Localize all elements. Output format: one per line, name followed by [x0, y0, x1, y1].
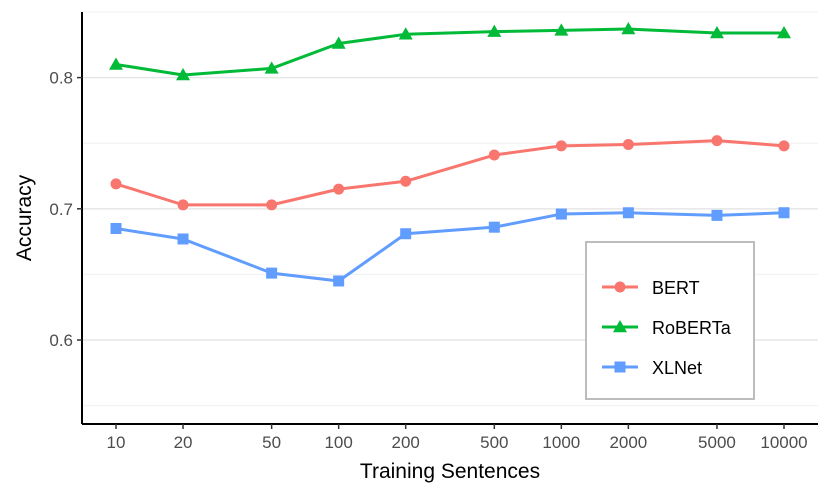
data-point-roberta: [264, 61, 279, 74]
series-xlnet: [110, 207, 790, 287]
legend-key-marker-bert: [614, 281, 626, 293]
series-line-xlnet: [115, 211, 785, 283]
data-point-roberta: [176, 67, 191, 81]
data-point-roberta: [487, 24, 502, 37]
data-point-roberta: [621, 22, 636, 35]
series-layer: [109, 22, 791, 287]
x-tick-label: 200: [392, 433, 420, 452]
series-bert: [110, 135, 790, 211]
series-line-roberta: [115, 27, 784, 77]
x-tick-label: 2000: [609, 433, 647, 452]
data-point-xlnet: [266, 267, 278, 279]
axes: [81, 12, 818, 425]
data-point-bert: [177, 199, 189, 211]
tick-labels: 0.6 0.7 0.8 10 20 50 100 200 500 1000 2000 5000 1000…: [49, 69, 807, 452]
data-point-bert: [488, 149, 500, 161]
x-tick-label: 500: [480, 433, 508, 452]
legend-label-xlnet: XLNet: [652, 358, 702, 378]
y-tick-label: 0.8: [49, 69, 73, 88]
legend-key-marker-roberta: [613, 320, 627, 333]
y-tick-label: 0.6: [49, 331, 73, 350]
data-point-roberta: [398, 27, 413, 40]
data-point-bert: [110, 178, 122, 190]
data-point-xlnet: [110, 222, 122, 234]
x-tick-label: 100: [324, 433, 352, 452]
data-point-roberta: [709, 25, 724, 39]
x-axis-title: Training Sentences: [360, 460, 540, 483]
data-point-bert: [711, 135, 723, 147]
legend-label-roberta: RoBERTa: [652, 318, 732, 338]
y-axis-title: Accuracy: [13, 174, 36, 261]
x-tick-label: 20: [174, 433, 193, 452]
data-point-roberta: [331, 36, 346, 49]
data-point-xlnet: [711, 209, 723, 221]
data-point-roberta: [777, 25, 791, 39]
legend-label-bert: BERT: [652, 278, 700, 298]
data-point-bert: [266, 199, 278, 211]
data-point-xlnet: [400, 228, 412, 240]
data-point-bert: [778, 140, 790, 152]
data-point-bert: [400, 175, 412, 187]
x-tick-label: 1000: [542, 433, 580, 452]
x-tick-label: 10000: [760, 433, 807, 452]
data-point-xlnet: [333, 275, 345, 287]
data-point-xlnet: [488, 221, 500, 233]
series-roberta: [109, 22, 791, 81]
data-point-bert: [333, 183, 345, 195]
series-line-bert: [115, 139, 785, 207]
data-point-xlnet: [177, 233, 189, 245]
legend: BERT RoBERTa XLNet: [585, 241, 755, 400]
legend-box: [585, 241, 755, 400]
data-point-xlnet: [555, 208, 567, 220]
data-point-xlnet: [778, 207, 790, 219]
x-tick-label: 5000: [698, 433, 736, 452]
legend-key-marker-xlnet: [614, 361, 626, 373]
grid-lines: [82, 11, 818, 407]
x-tick-label: 50: [262, 433, 281, 452]
data-point-roberta: [109, 57, 123, 70]
data-point-xlnet: [622, 207, 634, 219]
y-tick-label: 0.7: [49, 200, 73, 219]
data-point-bert: [555, 140, 567, 152]
data-point-roberta: [554, 23, 569, 36]
x-tick-label: 10: [107, 433, 126, 452]
data-point-bert: [622, 139, 634, 151]
